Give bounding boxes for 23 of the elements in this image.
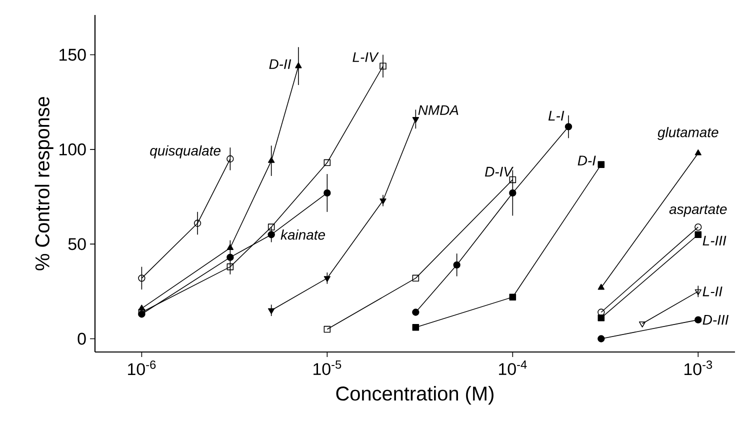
series-label: kainate: [280, 229, 325, 240]
y-tick-label: 100: [60, 143, 86, 156]
series-label: D-IV: [484, 166, 514, 177]
x-tick-label: 10$^{-3}$: [684, 360, 712, 376]
series-label: quisqualate: [150, 145, 220, 158]
series-label: L-III: [702, 236, 726, 246]
series-label: aspartate: [669, 204, 727, 217]
y-tick-label: 0: [78, 332, 86, 345]
series-label: glutamate: [658, 127, 718, 140]
series-label: L-II: [702, 286, 722, 296]
y-tick-label: 50: [68, 238, 86, 250]
y-axis-title: % Control response: [34, 96, 54, 270]
series-label: L-I: [548, 110, 564, 121]
x-tick-label: 10$^{-5}$: [314, 360, 342, 376]
series-label: D-III: [702, 315, 729, 325]
y-tick-label: 150: [60, 48, 86, 61]
series-label: D-I: [578, 156, 596, 166]
series-label: NMDA: [418, 105, 458, 115]
x-tick-label: 10$^{-4}$: [499, 360, 527, 376]
series-label: L-IV: [352, 52, 379, 62]
series-label: D-II: [269, 59, 292, 69]
x-axis-title: Concentration (M): [336, 386, 494, 405]
x-tick-label: 10$^{-6}$: [128, 360, 156, 376]
